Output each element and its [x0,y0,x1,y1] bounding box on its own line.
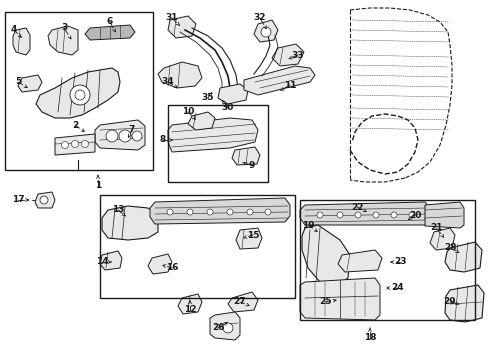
Circle shape [119,130,131,142]
Polygon shape [228,292,258,312]
Text: 26: 26 [212,324,224,333]
Polygon shape [36,68,120,118]
Text: 15: 15 [247,230,259,239]
Text: 4: 4 [11,26,17,35]
Text: 20: 20 [409,211,421,220]
Circle shape [132,131,142,141]
Text: 12: 12 [184,306,196,315]
Polygon shape [48,26,78,55]
Circle shape [72,140,78,148]
Polygon shape [102,206,158,240]
Text: 1: 1 [95,181,101,190]
Text: 6: 6 [107,18,113,27]
Circle shape [187,209,193,215]
Circle shape [62,141,69,148]
Polygon shape [100,251,122,270]
Text: 9: 9 [249,161,255,170]
Circle shape [247,209,253,215]
Bar [300,200,475,320]
Polygon shape [35,192,55,208]
Polygon shape [188,112,215,130]
Polygon shape [254,20,278,42]
Text: 22: 22 [351,202,363,211]
Polygon shape [85,25,135,40]
Circle shape [223,323,233,333]
Circle shape [106,130,118,142]
Polygon shape [158,62,202,88]
Polygon shape [150,198,290,224]
Circle shape [337,212,343,218]
Circle shape [75,90,85,100]
Polygon shape [18,75,42,92]
Polygon shape [178,294,202,314]
Text: 5: 5 [15,77,21,86]
Text: 33: 33 [292,50,304,59]
Text: 30: 30 [222,104,234,112]
Text: 2: 2 [72,121,78,130]
Text: 16: 16 [166,264,178,273]
Circle shape [70,85,90,105]
Polygon shape [95,120,145,150]
Circle shape [40,196,48,204]
Bar [5,12,153,170]
Circle shape [391,212,397,218]
Circle shape [227,209,233,215]
Text: 17: 17 [12,195,24,204]
Text: 13: 13 [112,206,124,215]
Text: 35: 35 [202,94,214,103]
Text: 18: 18 [364,333,376,342]
Polygon shape [55,134,95,155]
Text: 27: 27 [234,297,246,306]
Circle shape [409,212,415,218]
Circle shape [207,209,213,215]
Polygon shape [300,202,430,225]
Text: 34: 34 [162,77,174,86]
Text: 3: 3 [61,23,67,32]
Polygon shape [232,147,260,165]
Polygon shape [338,250,382,272]
Circle shape [317,212,323,218]
Circle shape [81,140,89,148]
Polygon shape [302,225,350,285]
Text: 8: 8 [160,135,166,144]
Bar [100,195,295,298]
Circle shape [373,212,379,218]
Text: 29: 29 [443,297,456,306]
Text: 21: 21 [430,224,442,233]
Text: 25: 25 [319,297,331,306]
Polygon shape [210,312,240,340]
Polygon shape [272,44,304,66]
Circle shape [265,209,271,215]
Text: 31: 31 [166,13,178,22]
Text: 11: 11 [284,81,296,90]
Bar [168,105,268,182]
Polygon shape [445,242,482,272]
Text: 7: 7 [129,126,135,135]
Text: 24: 24 [392,284,404,292]
Polygon shape [445,285,484,322]
Circle shape [355,212,361,218]
Polygon shape [168,118,258,152]
Circle shape [261,27,271,37]
Polygon shape [244,66,315,95]
Polygon shape [148,254,172,274]
Text: 14: 14 [96,257,108,266]
Polygon shape [13,28,30,55]
Circle shape [167,209,173,215]
Polygon shape [430,228,455,250]
Polygon shape [218,84,248,104]
Polygon shape [236,228,262,249]
Polygon shape [300,278,380,320]
Text: 28: 28 [444,243,456,252]
Text: 32: 32 [254,13,266,22]
Polygon shape [425,202,464,228]
Polygon shape [168,16,196,38]
Text: 10: 10 [182,108,194,117]
Text: 23: 23 [394,257,406,266]
Text: 19: 19 [302,220,314,230]
